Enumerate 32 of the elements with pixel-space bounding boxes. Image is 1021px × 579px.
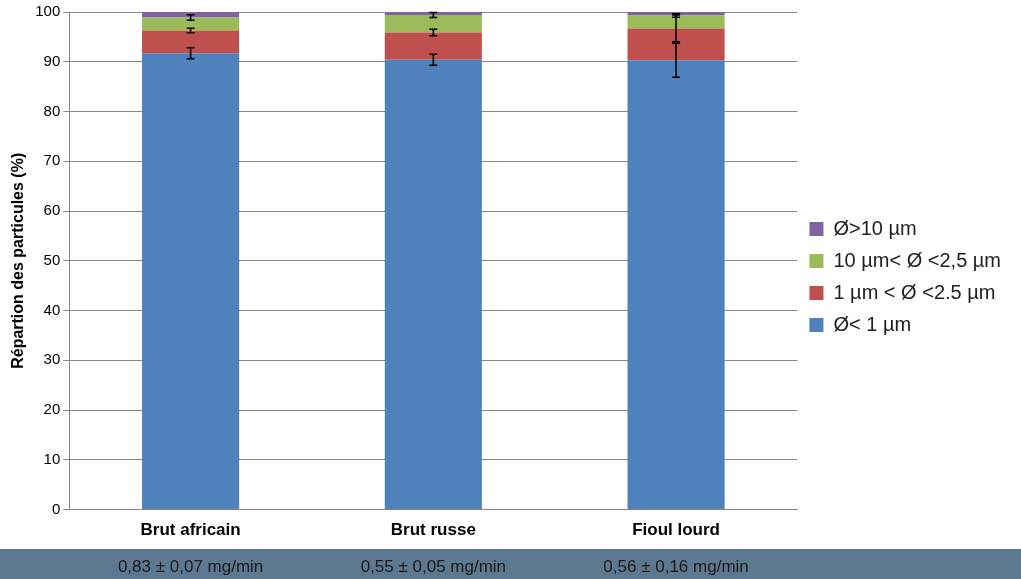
y-tick-label: 30	[43, 350, 61, 368]
y-tick-label: 90	[43, 51, 61, 69]
bar	[627, 60, 725, 510]
y-tick-label: 40	[43, 300, 61, 318]
y-tick-label: 100	[35, 2, 61, 20]
bar	[627, 28, 725, 61]
y-tick-label: 10	[43, 449, 61, 467]
bar	[384, 59, 482, 510]
x-tick-label: Fioul lourd	[632, 520, 720, 540]
y-axis-title: Répartion des particules (%)	[9, 152, 27, 369]
bar	[384, 12, 482, 15]
bar	[384, 32, 482, 60]
y-tick-label: 70	[43, 151, 61, 169]
y-tick-label: 60	[43, 201, 61, 219]
x-tick-label: Brut russe	[390, 520, 476, 540]
y-tick-label: 50	[43, 250, 61, 268]
bar	[384, 14, 482, 33]
legend-label: 10 µm< Ø <2,5 µm	[833, 248, 1001, 271]
legend-label: Ø< 1 µm	[833, 312, 912, 335]
y-tick-label: 80	[43, 101, 61, 119]
bar	[627, 15, 725, 29]
legend-label: 1 µm < Ø <2.5 µm	[833, 280, 996, 303]
bar	[142, 30, 240, 54]
y-tick-label: 20	[43, 400, 61, 418]
text: 0,83 ± 0,07 mg/min	[117, 556, 264, 576]
text: 0,56 ± 0,16 mg/min	[603, 556, 749, 576]
bar	[142, 17, 240, 31]
x-tick-label: Brut africain	[140, 520, 241, 540]
y-tick-label: 0	[51, 499, 61, 517]
bar	[142, 53, 240, 510]
legend-label: Ø>10 µm	[833, 216, 917, 239]
text: 0,55 ± 0,05 mg/min	[360, 556, 507, 576]
